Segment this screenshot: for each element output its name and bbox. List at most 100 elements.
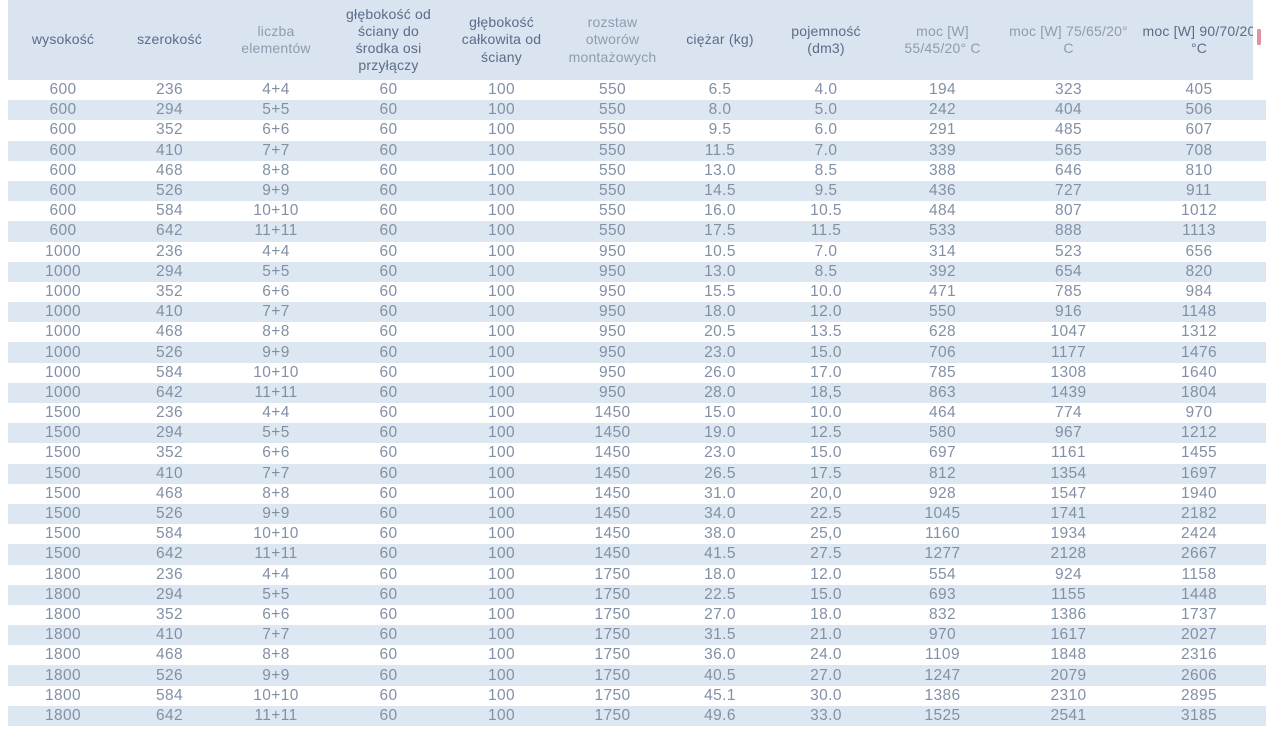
cell-wysokosc: 1800 xyxy=(44,686,82,704)
cell-szerokosc: 236 xyxy=(155,81,184,99)
cell-moc-w-75-65-20c: 1047 xyxy=(1050,323,1087,341)
cell-moc-w-90-70-20c: 1448 xyxy=(1180,585,1218,603)
table-row: 1800 642 11+11 60 100 1750 49.6 33.0 1525 2541 318… xyxy=(8,705,1266,726)
cell-moc-w-75-65-20c: 1155 xyxy=(1051,585,1086,603)
cell-glebokosc-calkowita-od-sciany: 100 xyxy=(487,242,516,260)
table-row: 1800 410 7+7 60 100 1750 31.5 21.0 970 1617 2027 xyxy=(8,625,1266,646)
cell-rozstaw-otworow-montazowych: 950 xyxy=(598,282,627,300)
cell-pojemnosc-dm3: 22.5 xyxy=(810,505,842,523)
cell-ciezar-kg: 45.1 xyxy=(704,686,736,704)
cell-szerokosc: 352 xyxy=(155,121,184,139)
cell-wysokosc: 1500 xyxy=(44,505,82,523)
cell-ciezar-kg: 22.5 xyxy=(704,585,736,603)
cell-moc-w-55-45-20c: 697 xyxy=(928,444,957,462)
cell-liczba-elementow: 6+6 xyxy=(262,282,290,300)
cell-glebokosc-calkowita-od-sciany: 100 xyxy=(487,303,516,321)
table-row: 1000 526 9+9 60 100 950 23.0 15.0 706 1177 1476 xyxy=(8,342,1266,363)
table-row: 600 410 7+7 60 100 550 11.5 7.0 339 565 708 xyxy=(8,140,1266,161)
cell-glebokosc-od-sciany-do-srodka-osi-przylaczy: 60 xyxy=(379,81,398,99)
cell-glebokosc-od-sciany-do-srodka-osi-przylaczy: 60 xyxy=(379,141,398,159)
cell-liczba-elementow: 9+9 xyxy=(262,666,290,684)
cell-moc-w-55-45-20c: 291 xyxy=(928,121,957,139)
cell-ciezar-kg: 31.0 xyxy=(704,484,736,502)
table-row: 1800 584 10+10 60 100 1750 45.1 30.0 1386 2310 289… xyxy=(8,686,1266,706)
cell-pojemnosc-dm3: 17.5 xyxy=(810,464,842,482)
cell-moc-w-90-70-20c: 970 xyxy=(1185,404,1213,422)
cell-moc-w-55-45-20c: 832 xyxy=(928,605,957,623)
table-row: 1500 468 8+8 60 100 1450 31.0 20,0 928 1547 1940 xyxy=(8,484,1266,504)
cell-ciezar-kg: 6.5 xyxy=(708,81,732,99)
cell-moc-w-55-45-20c: 471 xyxy=(928,282,957,300)
cell-szerokosc: 236 xyxy=(155,565,184,583)
cell-moc-w-90-70-20c: 820 xyxy=(1185,262,1213,280)
cell-moc-w-90-70-20c: 656 xyxy=(1185,242,1213,260)
cell-wysokosc: 1000 xyxy=(44,262,82,280)
cell-pojemnosc-dm3: 15.0 xyxy=(810,444,842,462)
cell-wysokosc: 1500 xyxy=(44,464,82,482)
cell-ciezar-kg: 23.0 xyxy=(704,343,736,361)
cell-ciezar-kg: 16.0 xyxy=(704,202,736,220)
table-row: 1800 352 6+6 60 100 1750 27.0 18.0 832 1386 1737 xyxy=(8,605,1266,625)
cell-moc-w-75-65-20c: 2310 xyxy=(1050,686,1087,704)
cell-glebokosc-calkowita-od-sciany: 100 xyxy=(487,565,516,583)
cell-glebokosc-od-sciany-do-srodka-osi-przylaczy: 60 xyxy=(379,282,398,300)
cell-glebokosc-calkowita-od-sciany: 100 xyxy=(487,484,516,502)
cell-wysokosc: 600 xyxy=(49,182,77,200)
cell-glebokosc-calkowita-od-sciany: 100 xyxy=(487,202,516,220)
column-header-liczba-elementow: liczba elementów xyxy=(221,0,331,80)
cell-pojemnosc-dm3: 20,0 xyxy=(810,484,842,502)
cell-moc-w-90-70-20c: 1697 xyxy=(1180,464,1218,482)
column-header-glebokosc-calkowita-od-sciany: głębokość całkowita od ściany xyxy=(446,0,557,80)
cell-moc-w-75-65-20c: 485 xyxy=(1054,121,1083,139)
cell-szerokosc: 410 xyxy=(155,626,184,644)
column-header-szerokosc: szerokość xyxy=(118,0,221,80)
table-row: 600 236 4+4 60 100 550 6.5 4.0 194 323 405 xyxy=(8,80,1266,100)
cell-moc-w-55-45-20c: 1525 xyxy=(924,706,961,724)
cell-szerokosc: 294 xyxy=(155,101,184,119)
cell-rozstaw-otworow-montazowych: 1750 xyxy=(594,605,631,623)
cell-ciezar-kg: 28.0 xyxy=(704,383,736,401)
cell-szerokosc: 526 xyxy=(155,505,184,523)
cell-liczba-elementow: 5+5 xyxy=(262,101,290,119)
table-row: 1000 584 10+10 60 100 950 26.0 17.0 785 1308 1640 xyxy=(8,363,1266,383)
cell-glebokosc-calkowita-od-sciany: 100 xyxy=(487,323,516,341)
cell-moc-w-90-70-20c: 2182 xyxy=(1180,505,1218,523)
cell-szerokosc: 526 xyxy=(155,343,184,361)
cell-liczba-elementow: 11+11 xyxy=(254,222,298,240)
cell-moc-w-75-65-20c: 1547 xyxy=(1050,484,1087,502)
cell-wysokosc: 600 xyxy=(49,121,77,139)
cell-glebokosc-od-sciany-do-srodka-osi-przylaczy: 60 xyxy=(379,101,398,119)
table-row: 600 584 10+10 60 100 550 16.0 10.5 484 807 1012 xyxy=(8,201,1266,221)
cell-liczba-elementow: 4+4 xyxy=(262,404,290,422)
cell-rozstaw-otworow-montazowych: 550 xyxy=(598,101,627,119)
cell-moc-w-75-65-20c: 1848 xyxy=(1050,646,1087,664)
cell-rozstaw-otworow-montazowych: 950 xyxy=(598,343,627,361)
cell-moc-w-90-70-20c: 3185 xyxy=(1180,706,1218,724)
cell-moc-w-55-45-20c: 1386 xyxy=(924,686,961,704)
column-header-moc-w-75-65-20c: moc [W] 75/65/20° C xyxy=(1005,0,1132,80)
cell-ciezar-kg: 15.5 xyxy=(704,282,736,300)
cell-szerokosc: 236 xyxy=(155,242,184,260)
cell-wysokosc: 1000 xyxy=(44,363,82,381)
cell-wysokosc: 1800 xyxy=(44,605,82,623)
cell-glebokosc-calkowita-od-sciany: 100 xyxy=(487,404,516,422)
cell-glebokosc-od-sciany-do-srodka-osi-przylaczy: 60 xyxy=(379,585,398,603)
cell-glebokosc-calkowita-od-sciany: 100 xyxy=(487,262,516,280)
cell-szerokosc: 236 xyxy=(155,404,184,422)
cell-szerokosc: 526 xyxy=(155,666,184,684)
column-header-moc-w-55-45-20c: moc [W] 55/45/20° C xyxy=(880,0,1005,80)
cell-ciezar-kg: 13.0 xyxy=(704,262,736,280)
cell-rozstaw-otworow-montazowych: 1450 xyxy=(594,404,631,422)
cell-pojemnosc-dm3: 8.5 xyxy=(814,161,838,179)
cell-liczba-elementow: 6+6 xyxy=(262,605,290,623)
cell-glebokosc-calkowita-od-sciany: 100 xyxy=(487,464,516,482)
cell-moc-w-90-70-20c: 2606 xyxy=(1180,666,1218,684)
cell-pojemnosc-dm3: 25,0 xyxy=(810,525,842,543)
table-row: 1800 468 8+8 60 100 1750 36.0 24.0 1109 1848 2316 xyxy=(8,645,1266,665)
cell-szerokosc: 410 xyxy=(155,303,184,321)
cell-rozstaw-otworow-montazowych: 550 xyxy=(598,141,627,159)
cell-wysokosc: 600 xyxy=(49,81,77,99)
column-header-moc-w-90-70-20c: moc [W] 90/70/20 °C xyxy=(1132,0,1266,80)
cell-wysokosc: 1500 xyxy=(44,545,82,563)
cell-glebokosc-calkowita-od-sciany: 100 xyxy=(487,121,516,139)
